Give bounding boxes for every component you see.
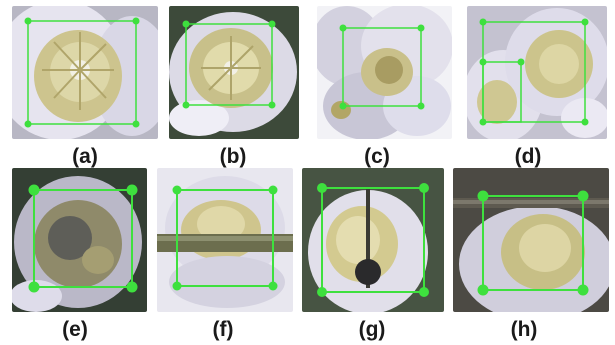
caption-e: (e) [62, 318, 88, 341]
caption-a: (a) [72, 145, 98, 168]
flower-image-b [169, 6, 299, 139]
flower-image-h [453, 168, 609, 312]
caption-g: (g) [358, 318, 386, 341]
caption-c: (c) [364, 145, 390, 168]
flower-photo-c [317, 6, 452, 139]
caption-h: (h) [510, 318, 538, 341]
flower-photo-e [12, 168, 147, 312]
flower-image-a [12, 6, 158, 139]
flower-image-d [467, 6, 607, 139]
detection-box-a [27, 20, 137, 125]
flower-photo-f [157, 168, 293, 312]
flower-photo-a [12, 6, 158, 139]
caption-f: (f) [212, 318, 234, 341]
flower-photo-b [169, 6, 299, 139]
flower-image-c [317, 6, 452, 139]
detection-box-f [176, 189, 274, 287]
detection-box-g [321, 187, 425, 293]
detection-box-e [33, 189, 133, 288]
detection-box-c [342, 27, 422, 107]
flower-image-e [12, 168, 147, 312]
flower-image-g [302, 168, 444, 312]
caption-b: (b) [219, 145, 247, 168]
detection-box-h [482, 195, 584, 291]
caption-d: (d) [514, 145, 542, 168]
flower-image-f [157, 168, 293, 312]
flower-photo-g [302, 168, 444, 312]
flower-photo-d [467, 6, 607, 139]
detection-box-d2 [482, 61, 522, 123]
detection-box-b [185, 23, 273, 106]
flower-photo-h [453, 168, 609, 312]
